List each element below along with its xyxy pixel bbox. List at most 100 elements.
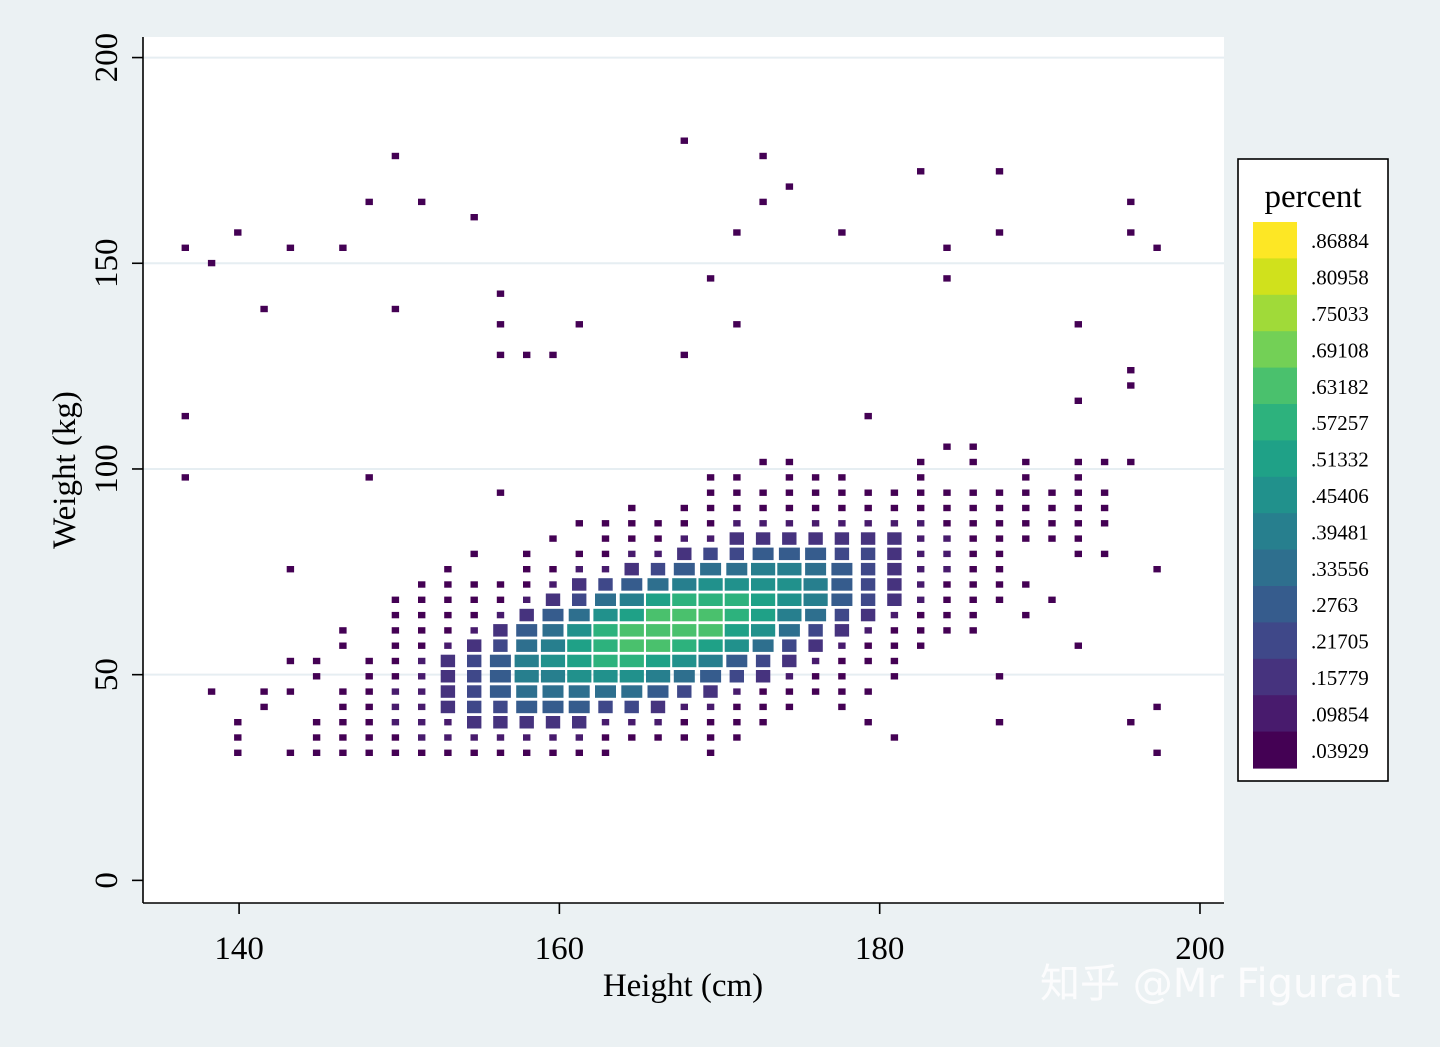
heatmap-cell (1074, 550, 1082, 558)
heatmap-cell (365, 719, 373, 726)
heatmap-cell (672, 578, 697, 591)
heatmap-cell (733, 719, 741, 726)
legend-swatch (1253, 658, 1297, 696)
heatmap-cell (650, 562, 666, 576)
heatmap-cell (785, 673, 794, 680)
heatmap-cell (680, 535, 688, 542)
heatmap-cell (312, 734, 321, 741)
heatmap-cell (864, 520, 872, 527)
heatmap-cell (785, 458, 794, 466)
heatmap-cell (444, 749, 452, 756)
heatmap-cell (677, 547, 692, 561)
heatmap-cell (514, 654, 539, 668)
heatmap-cell (706, 275, 715, 282)
heatmap-cell (811, 673, 820, 680)
heatmap-cell (516, 639, 538, 652)
heatmap-cell (680, 137, 688, 144)
heatmap-cell (917, 581, 925, 588)
heatmap-cell (782, 639, 797, 652)
heatmap-cell (619, 639, 644, 652)
heatmap-cell (1074, 397, 1082, 404)
heatmap-cell (444, 642, 452, 649)
heatmap-cell (726, 562, 748, 576)
heatmap-cell (496, 611, 505, 619)
heatmap-cell (647, 578, 669, 591)
heatmap-cell (834, 608, 850, 622)
heatmap-cell (467, 685, 482, 698)
legend-title: percent (1264, 179, 1361, 215)
heatmap-cell (593, 624, 618, 637)
plot-area (143, 37, 1224, 903)
heatmap-cell (1022, 474, 1030, 481)
heatmap-cell (286, 244, 295, 251)
x-axis-title: Height (cm) (603, 968, 763, 1004)
heatmap-cell (759, 489, 767, 496)
heatmap-cell (969, 458, 977, 466)
heatmap-cell (496, 290, 505, 297)
heatmap-cell (864, 489, 872, 496)
heatmap-cell (759, 719, 767, 726)
heatmap-cell (755, 670, 771, 683)
heatmap-cell (887, 578, 902, 591)
heatmap-cell (803, 593, 828, 606)
heatmap-cell (467, 654, 482, 668)
heatmap-cell (418, 198, 426, 206)
legend-label: .80958 (1311, 266, 1369, 290)
legend-label: .39481 (1311, 520, 1369, 544)
heatmap-cell (1127, 458, 1135, 466)
heatmap-cell (391, 688, 400, 695)
heatmap-cell (444, 611, 452, 619)
y-ticks: 0 50 100 150 200 (89, 33, 143, 889)
heatmap-cell (995, 504, 1004, 512)
heatmap-cell (418, 749, 426, 756)
heatmap-cell (759, 520, 767, 527)
heatmap-cell (672, 608, 697, 622)
heatmap-cell (777, 578, 802, 591)
heatmap-cell (1153, 566, 1161, 573)
heatmap-cell (444, 566, 452, 573)
heatmap-cell (181, 474, 189, 481)
heatmap-cell (995, 673, 1004, 680)
heatmap-cell (864, 688, 872, 695)
heatmap-cell (733, 504, 741, 512)
heatmap-cell (523, 734, 531, 741)
legend-label: .2763 (1311, 593, 1358, 617)
heatmap-cell (601, 734, 610, 741)
heatmap-cell (706, 535, 715, 542)
heatmap-cell (785, 703, 794, 711)
heatmap-cell (706, 749, 715, 756)
heatmap-cell (1022, 504, 1030, 512)
heatmap-cell (755, 654, 771, 668)
heatmap-cell (887, 532, 902, 545)
heatmap-cell (1100, 520, 1109, 527)
heatmap-cell (969, 611, 977, 619)
heatmap-cell (917, 474, 925, 481)
heatmap-cell (286, 688, 295, 695)
heatmap-cell (595, 593, 616, 606)
legend-swatch (1253, 731, 1297, 769)
heatmap-cell (628, 520, 636, 527)
heatmap-cell (621, 685, 643, 698)
heatmap-cell (943, 550, 951, 558)
heatmap-cell (312, 749, 321, 756)
heatmap-cell (785, 183, 794, 190)
heatmap-cell (698, 624, 723, 637)
legend-label: .45406 (1311, 484, 1369, 508)
y-tick-label: 200 (89, 33, 125, 82)
heatmap-cell (470, 627, 478, 634)
heatmap-cell (470, 596, 478, 603)
heatmap-cell (493, 700, 508, 714)
heatmap-cell (496, 489, 505, 496)
heatmap-cell (969, 443, 977, 450)
heatmap-cell (943, 504, 951, 512)
heatmap-cell (339, 734, 347, 741)
heatmap-cell (860, 593, 876, 606)
heatmap-cell (805, 562, 827, 576)
heatmap-cell (672, 654, 697, 668)
heatmap-cell (943, 581, 951, 588)
heatmap-cell (470, 749, 478, 756)
heatmap-cell (995, 168, 1004, 175)
heatmap-cell (943, 566, 951, 573)
heatmap-cell (567, 624, 592, 637)
legend-label: .03929 (1311, 739, 1369, 763)
